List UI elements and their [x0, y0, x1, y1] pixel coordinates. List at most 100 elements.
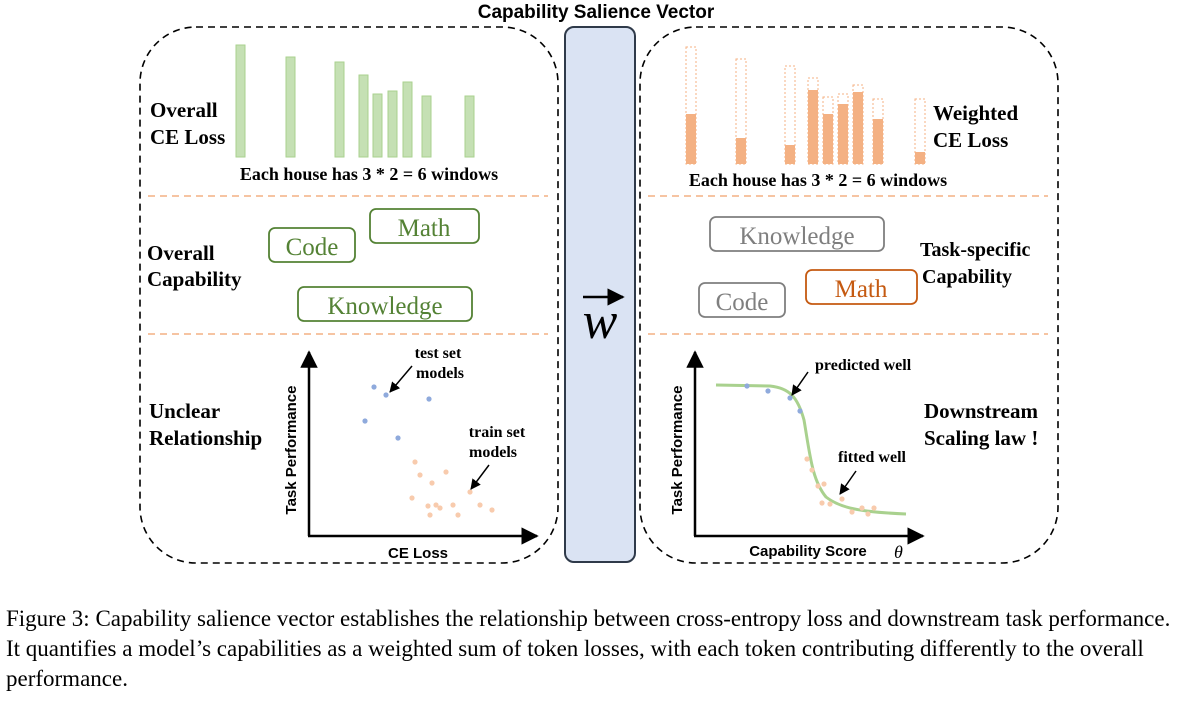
right-train-points [804, 456, 877, 517]
left-capability-label-1: Overall [147, 241, 215, 265]
right-knowledge-label: Knowledge [739, 223, 854, 250]
test-point [362, 418, 368, 424]
train-point [467, 489, 473, 495]
right-predicted-arrow [791, 371, 809, 396]
figure-title: Capability Salience Vector [478, 2, 715, 23]
left-test-annotation-2: models [416, 365, 464, 382]
left-test-points [362, 384, 432, 441]
right-knowledge-box [709, 216, 885, 252]
train-point [409, 495, 415, 501]
train-point [477, 502, 483, 508]
test-point [371, 384, 377, 390]
left-bar [358, 74, 369, 158]
train-point [827, 501, 833, 507]
left-bar [421, 95, 432, 158]
left-train-points [409, 459, 495, 518]
train-point [429, 480, 435, 486]
right-bar-fill [838, 104, 848, 164]
right-bar-fill [808, 90, 818, 164]
right-code-label: Code [716, 289, 769, 316]
train-point [815, 483, 821, 489]
left-train-annotation-1: train set [469, 424, 526, 441]
left-test-arrow [389, 365, 413, 393]
left-knowledge-box [297, 286, 473, 322]
right-bar-fill [823, 114, 833, 164]
left-panel-border [139, 26, 559, 564]
right-fitted-annotation: fitted well [838, 449, 907, 466]
train-point [455, 512, 461, 518]
train-point [865, 511, 871, 517]
train-point [809, 467, 815, 473]
train-point [433, 502, 439, 508]
train-point [819, 500, 825, 506]
right-code-box [698, 282, 786, 318]
left-math-label: Math [398, 215, 451, 242]
test-point [426, 396, 432, 402]
right-math-box [805, 269, 918, 305]
right-ce-loss-label-2: CE Loss [933, 128, 1008, 152]
test-point [395, 435, 401, 441]
theta-symbol: θ [894, 542, 903, 562]
test-point [797, 408, 803, 414]
right-loss-bars [685, 46, 926, 165]
left-capability-label-2: Capability [147, 267, 242, 291]
right-bar-fill [915, 152, 925, 164]
left-bar [235, 44, 246, 158]
left-relationship-label-2: Relationship [149, 426, 262, 450]
right-bar-fill [873, 119, 883, 164]
right-bar-fill [736, 138, 746, 164]
right-bar-fill [686, 114, 696, 164]
left-relationship-label-1: Unclear [149, 399, 220, 423]
left-bar [387, 90, 398, 158]
right-panel-border [639, 26, 1059, 564]
left-ce-loss-label-1: Overall [150, 98, 218, 122]
right-capability-label-2: Capability [922, 266, 1012, 288]
right-ce-loss-label-1: Weighted [933, 101, 1018, 125]
right-bar-fill [785, 145, 795, 164]
test-point [765, 388, 771, 394]
left-x-axis-label: CE Loss [388, 545, 448, 562]
right-math-label: Math [835, 276, 888, 303]
salience-vector-bar [564, 26, 636, 563]
test-point [383, 392, 389, 398]
train-point [427, 512, 433, 518]
test-point [744, 383, 750, 389]
train-point [450, 502, 456, 508]
train-point [437, 505, 443, 511]
left-loss-bars [235, 44, 475, 158]
right-bars-caption: Each house has 3 * 2 = 6 windows [689, 170, 947, 190]
train-point [839, 496, 845, 502]
right-predicted-annotation: predicted well [815, 357, 912, 374]
train-point [417, 472, 423, 478]
train-point [859, 505, 865, 511]
train-point [849, 509, 855, 515]
right-test-points [744, 383, 803, 414]
right-y-axis-label: Task Performance [669, 386, 686, 515]
left-bar [464, 95, 475, 158]
right-fitted-arrow [839, 470, 857, 495]
train-point [489, 507, 495, 513]
figure-diagram: Capability Salience Vector w Overall CE … [139, 2, 1059, 564]
right-scaling-label-1: Downstream [924, 399, 1038, 423]
train-point [443, 469, 449, 475]
test-point [787, 395, 793, 401]
left-knowledge-label: Knowledge [327, 293, 442, 320]
train-point [821, 481, 827, 487]
left-bar [285, 56, 296, 158]
right-x-axis-label: Capability Score [749, 543, 867, 560]
train-point [804, 456, 810, 462]
vector-symbol: w [583, 293, 618, 350]
right-capability-label-1: Task-specific [920, 239, 1031, 261]
left-code-box [268, 227, 356, 263]
left-code-label: Code [286, 234, 339, 261]
figure-caption: Figure 3: Capability salience vector est… [6, 606, 1171, 691]
left-train-arrow [470, 464, 490, 490]
left-y-axis-label: Task Performance [283, 386, 300, 515]
left-math-box [369, 208, 480, 244]
train-point [412, 459, 418, 465]
left-train-annotation-2: models [469, 444, 517, 461]
right-bar-fill [853, 92, 863, 164]
left-bar [334, 61, 345, 158]
left-bar [372, 93, 383, 158]
right-scaling-label-2: Scaling law ! [924, 426, 1038, 450]
